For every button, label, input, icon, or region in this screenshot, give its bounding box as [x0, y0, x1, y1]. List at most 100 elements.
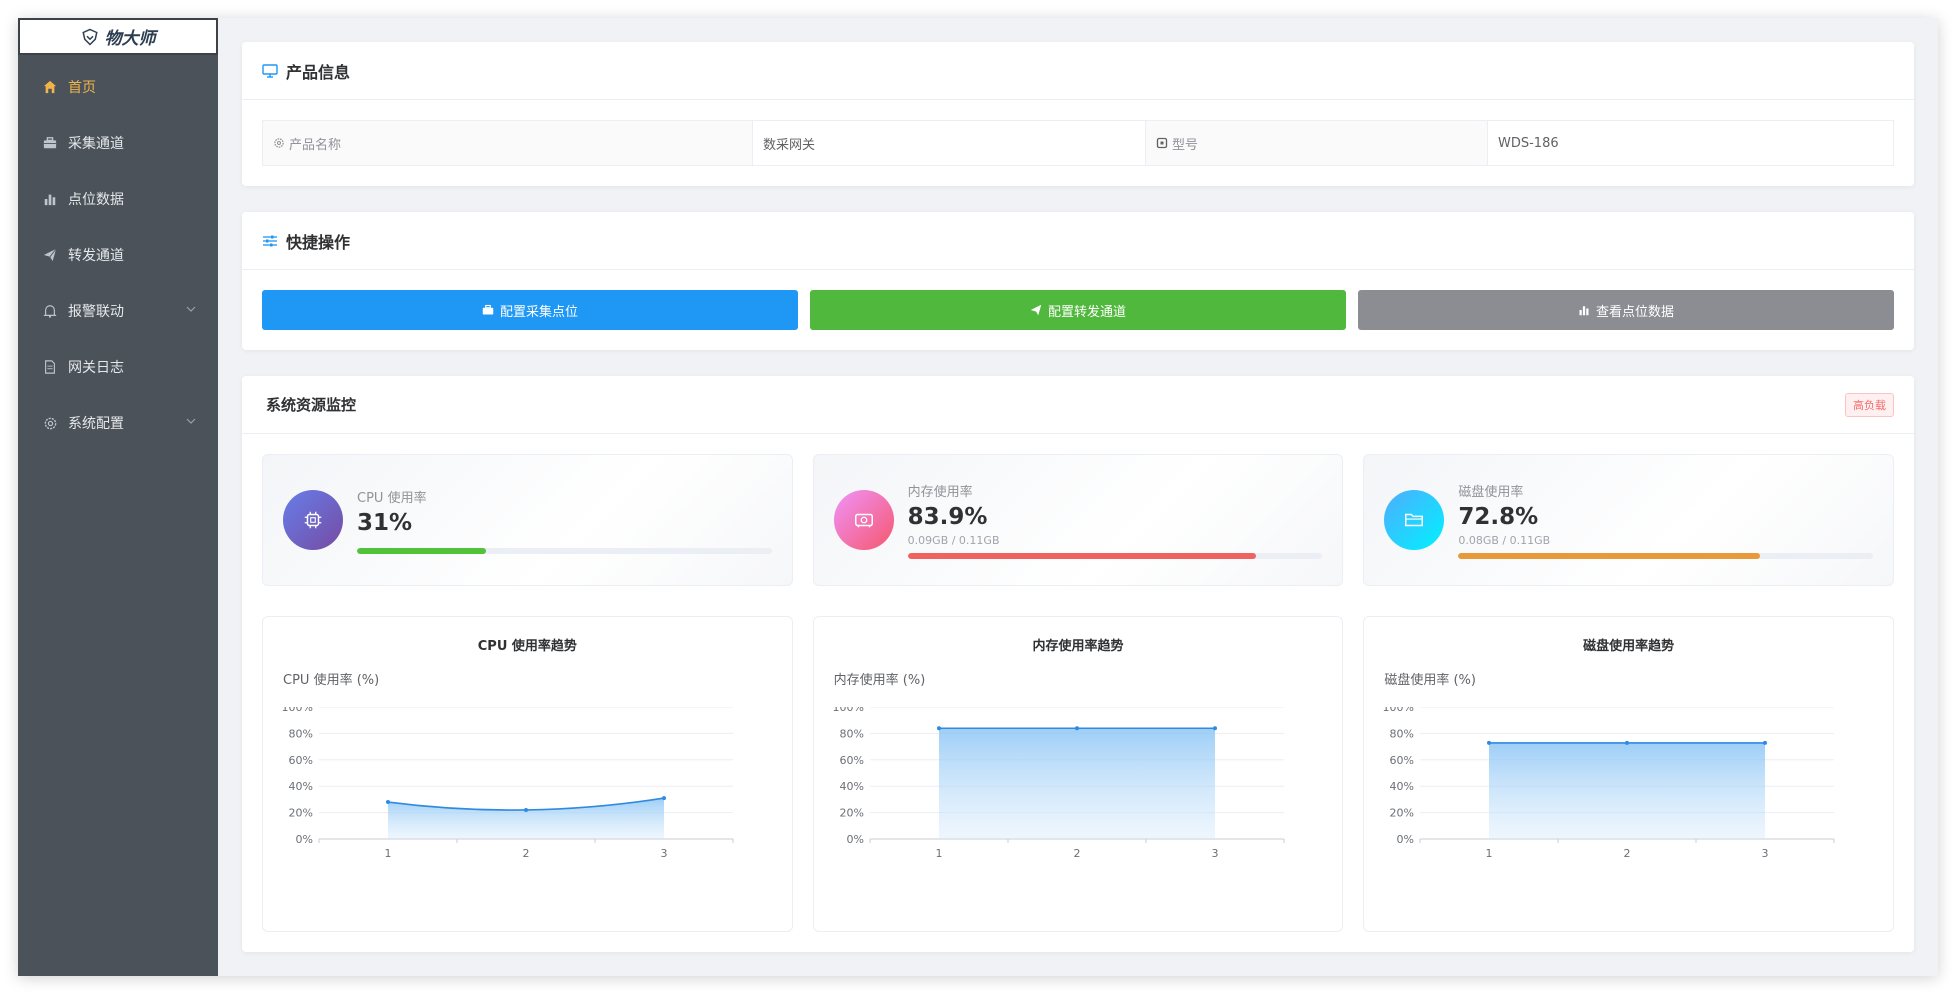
home-icon — [42, 79, 58, 95]
disk-stat-value: 72.8% — [1458, 504, 1539, 530]
product-name-label-cell: 产品名称 — [263, 121, 753, 165]
disk-stat-sub: 0.08GB / 0.11GB — [1458, 534, 1551, 547]
x-tick-label: 2 — [1073, 847, 1080, 860]
chart-ylabel: 内存使用率 (%) — [833, 673, 926, 688]
chart-ylabel: CPU 使用率 (%) — [283, 673, 380, 688]
sidebar-item-label: 首页 — [68, 80, 96, 96]
model-label: 型号 — [1172, 137, 1199, 153]
sidebar-item-label: 采集通道 — [68, 136, 124, 152]
gear-icon — [274, 138, 284, 148]
sidebar-item-forward-channel[interactable]: 转发通道 — [18, 227, 218, 283]
data-point — [386, 800, 390, 805]
briefcase-icon — [482, 304, 494, 315]
sidebar-item-label: 转发通道 — [68, 248, 124, 264]
sidebar-item-label: 报警联动 — [68, 304, 124, 320]
sidebar: 物大师 首页 采集通道 点位数据 — [18, 18, 218, 976]
x-tick-label: 1 — [935, 847, 942, 860]
chart-title: 内存使用率趋势 — [1032, 639, 1124, 654]
chip-icon — [1156, 137, 1168, 149]
y-tick-label: 60% — [1390, 754, 1414, 767]
sidebar-item-point-data[interactable]: 点位数据 — [18, 171, 218, 227]
data-point — [936, 726, 941, 731]
y-tick-label: 20% — [289, 807, 313, 820]
sidebar-item-label: 点位数据 — [68, 192, 124, 208]
sliders-icon — [262, 233, 278, 249]
memory-stat-card: 内存使用率 83.9% 0.09GB / 0.11GB — [812, 454, 1344, 586]
product-info-header: 产品信息 — [242, 42, 1914, 100]
data-point — [1074, 726, 1079, 731]
data-point — [1625, 740, 1630, 745]
data-point — [1212, 726, 1217, 731]
cpu-progress-bar — [357, 547, 772, 554]
chart-row: CPU 使用率趋势 CPU 使用率 (%) 0% 20% 40% 60% 80% 100%… — [262, 616, 1895, 932]
y-tick-label: 0% — [1397, 833, 1414, 846]
chart-plot: 0% 20% 40% 60% 80% 100% 1 2 3 — [282, 707, 734, 860]
y-tick-label: 60% — [839, 754, 863, 767]
y-tick-label: 40% — [1390, 780, 1414, 793]
monitor-icon — [262, 63, 278, 79]
resource-monitor-card: 系统资源监控 高负载 CPU 使用率 31% — [242, 376, 1914, 952]
data-point — [1487, 740, 1492, 745]
x-tick-label: 2 — [523, 847, 530, 860]
quick-actions-card: 快捷操作 配置采集点位 配置转发通道 查看点位数据 — [242, 212, 1914, 350]
sidebar-item-collect-channel[interactable]: 采集通道 — [18, 115, 218, 171]
y-tick-label: 80% — [839, 727, 863, 740]
send-icon — [42, 247, 58, 263]
chart-ylabel: 磁盘使用率 (%) — [1384, 673, 1476, 688]
data-point — [1763, 740, 1768, 745]
shield-logo-icon — [81, 28, 98, 46]
folder-icon — [1384, 490, 1445, 550]
y-tick-label: 40% — [839, 780, 863, 793]
product-name-value: 数采网关 — [753, 121, 1146, 165]
x-tick-label: 2 — [1624, 847, 1631, 860]
x-tick-label: 1 — [1486, 847, 1493, 860]
product-name-label: 产品名称 — [289, 137, 342, 153]
logo[interactable]: 物大师 — [18, 18, 218, 55]
brand-name: 物大师 — [104, 29, 156, 49]
bar-chart-icon — [1579, 306, 1589, 316]
bar-chart-icon — [42, 191, 58, 207]
y-tick-label: 100% — [282, 707, 313, 714]
main-content: 产品信息 产品名称 数采网关 型号 WDS-186 — [218, 18, 1938, 976]
button-label: 查看点位数据 — [1595, 304, 1674, 320]
sidebar-item-system-config[interactable]: 系统配置 — [18, 395, 218, 451]
status-badge: 高负载 — [1845, 392, 1894, 417]
series-area — [938, 728, 1215, 839]
sidebar-item-gateway-log[interactable]: 网关日志 — [18, 339, 218, 395]
document-icon — [42, 359, 58, 375]
cpu-stat-label: CPU 使用率 — [357, 490, 427, 506]
disk-progress-bar — [1458, 553, 1874, 559]
y-tick-label: 100% — [832, 707, 863, 714]
disk-stat-label: 磁盘使用率 — [1458, 485, 1524, 500]
sidebar-item-label: 网关日志 — [68, 360, 124, 376]
config-forward-channel-button[interactable]: 配置转发通道 — [810, 290, 1346, 330]
memory-progress-bar — [907, 553, 1323, 559]
chart-plot: 0% 20% 40% 60% 80% 100% 1 2 3 — [1383, 707, 1835, 860]
sidebar-item-label: 系统配置 — [68, 416, 124, 432]
view-point-data-button[interactable]: 查看点位数据 — [1358, 290, 1894, 330]
button-label: 配置转发通道 — [1047, 304, 1126, 320]
gear-icon — [42, 415, 58, 431]
y-tick-label: 80% — [289, 727, 313, 740]
app-window: 物大师 首页 采集通道 点位数据 — [18, 18, 1938, 976]
disk-trend-chart: 磁盘使用率趋势 磁盘使用率 (%) 0% 20% 40% 60% 80% 100% 1 2 3 — [1363, 616, 1895, 932]
product-info-card: 产品信息 产品名称 数采网关 型号 WDS-186 — [242, 42, 1914, 186]
quick-actions-title: 快捷操作 — [286, 232, 351, 252]
chart-title: 磁盘使用率趋势 — [1583, 639, 1675, 654]
memory-icon — [833, 490, 894, 550]
quick-actions-header: 快捷操作 — [242, 212, 1914, 270]
series-area — [388, 798, 664, 839]
disk-stat-card: 磁盘使用率 72.8% 0.08GB / 0.11GB — [1363, 454, 1895, 586]
chevron-down-icon — [186, 306, 196, 312]
resource-monitor-title: 系统资源监控 — [266, 396, 357, 414]
chevron-down-icon — [186, 418, 196, 424]
sidebar-item-alarm-linkage[interactable]: 报警联动 — [18, 283, 218, 339]
y-tick-label: 60% — [289, 754, 313, 767]
sidebar-menu: 首页 采集通道 点位数据 转发通道 — [18, 59, 218, 451]
memory-stat-sub: 0.09GB / 0.11GB — [907, 534, 1000, 547]
briefcase-icon — [42, 135, 58, 151]
memory-stat-value: 83.9% — [907, 504, 988, 530]
sidebar-item-home[interactable]: 首页 — [18, 59, 218, 115]
config-collect-points-button[interactable]: 配置采集点位 — [262, 290, 798, 330]
y-tick-label: 100% — [1383, 707, 1414, 714]
